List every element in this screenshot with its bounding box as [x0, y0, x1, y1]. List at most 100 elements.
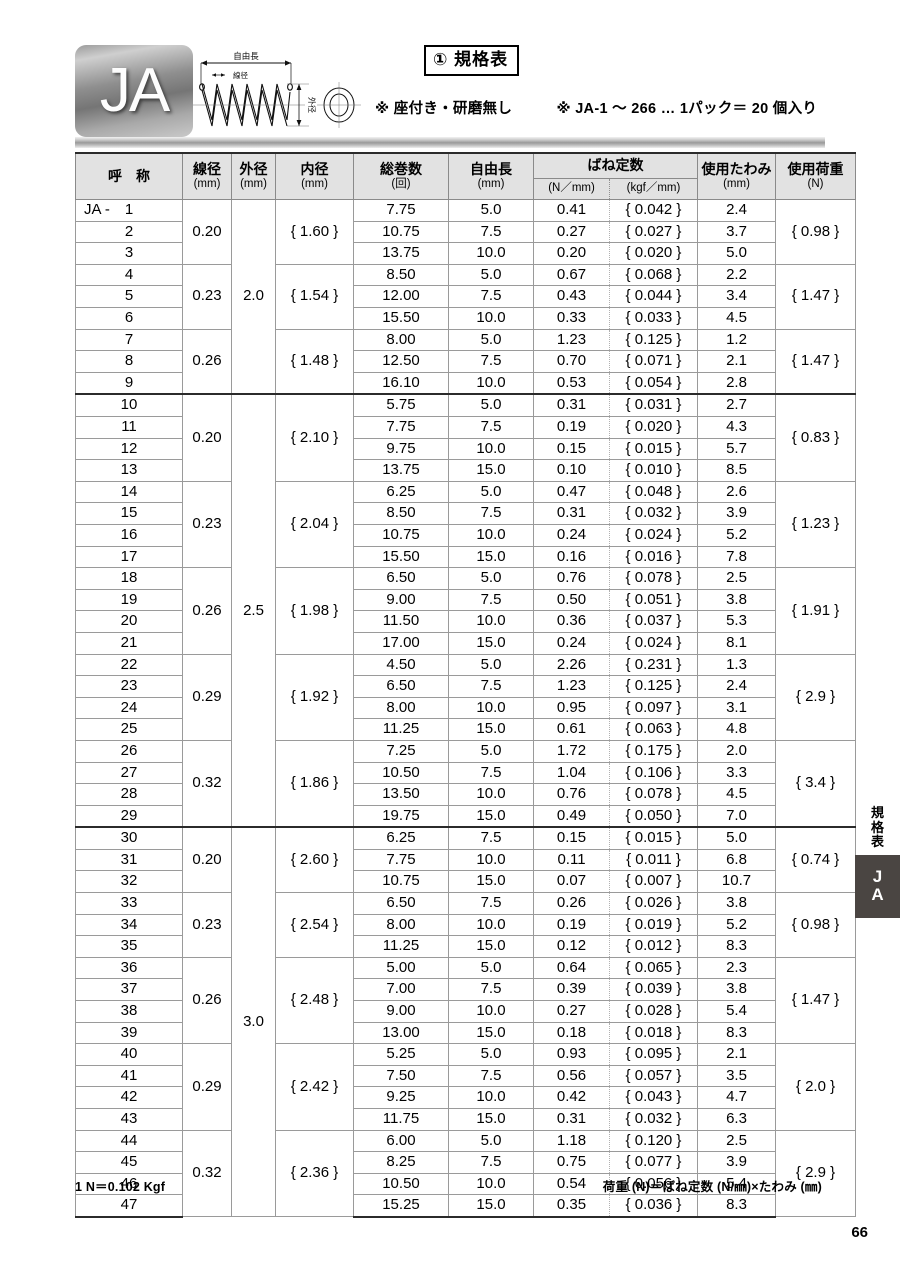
cell-deflection: 5.0 — [697, 826, 776, 850]
table-row: 41 7.50 7.5 0.56{ 0.057 } 3.5 — [75, 1064, 856, 1088]
table-row: 46 10.50 10.0 0.54{ 0.056 } 5.4 — [75, 1172, 856, 1196]
cell-deflection: 8.3 — [697, 1194, 776, 1218]
cell-spring-constant-n: 0.61 — [533, 718, 610, 741]
cell-total-coils: 8.00 — [353, 328, 449, 352]
cell-spring-constant-n: 1.23 — [533, 675, 610, 698]
table-row: 4 0.23 { 1.54 } 8.50 5.0 0.67{ 0.068 } 2.2{ 1.… — [75, 263, 856, 330]
cell-deflection: 7.8 — [697, 545, 776, 569]
cell-designation: 8 — [75, 350, 183, 373]
cell-designation: 11 — [75, 416, 183, 439]
table-row: 24 8.00 10.0 0.95{ 0.097 } 3.1 — [75, 696, 856, 720]
cell-deflection: 5.4 — [697, 1172, 776, 1196]
table-row: 37 7.00 7.5 0.39{ 0.039 } 3.8 — [75, 978, 856, 1002]
cell-load: { 2.0 } — [775, 1043, 856, 1131]
cell-wire-diameter: 0.29 — [182, 1043, 232, 1131]
cell-spring-constant-n: 0.50 — [533, 588, 610, 612]
cell-designation: 4 — [75, 263, 183, 287]
cell-load: { 0.83 } — [775, 393, 856, 482]
cell-spring-constant-kgf: { 0.036 } — [609, 1194, 698, 1218]
cell-total-coils: 12.50 — [353, 350, 449, 373]
cell-spring-constant-kgf: { 0.125 } — [609, 675, 698, 698]
cell-load: { 1.91 } — [775, 567, 856, 655]
note-pack-quantity: ※ JA-1 ～ 266 … 1パック＝ 20 個入り — [556, 101, 818, 117]
cell-spring-constant-kgf: { 0.032 } — [609, 502, 698, 525]
table-row: 30 0.20 3.0{ 2.60 } 6.25 7.5 0.15{ 0.015 } 5.0… — [75, 826, 856, 1218]
cell-deflection: 6.3 — [697, 1108, 776, 1131]
cell-spring-constant-n: 0.27 — [533, 220, 610, 244]
cell-spring-constant-kgf: { 0.026 } — [609, 892, 698, 915]
cell-total-coils: 10.50 — [353, 761, 449, 785]
cell-spring-constant-kgf: { 0.020 } — [609, 416, 698, 439]
cell-load: { 1.47 } — [775, 263, 856, 330]
cell-free-length: 10.0 — [448, 610, 534, 633]
cell-deflection: 8.3 — [697, 935, 776, 958]
cell-designation: 10 — [75, 393, 183, 418]
cell-spring-constant-kgf: { 0.024 } — [609, 631, 698, 655]
cell-outer-diameter: 2.0 — [231, 199, 276, 395]
cell-deflection: 5.2 — [697, 913, 776, 937]
cell-spring-constant-n: 0.43 — [533, 285, 610, 309]
cell-deflection: 8.5 — [697, 459, 776, 482]
table-header: 呼 称 線径 (mm) 外径 (mm) 内径 (mm) 総巻数 (回) 自由長 … — [75, 151, 856, 201]
cell-spring-constant-n: 0.31 — [533, 393, 610, 418]
cell-load: { 0.74 } — [775, 826, 856, 894]
cell-deflection: 2.4 — [697, 199, 776, 222]
cell-deflection: 5.0 — [697, 242, 776, 265]
cell-designation: 37 — [75, 978, 183, 1002]
cell-spring-constant-kgf: { 0.063 } — [609, 718, 698, 741]
col-header-name: 呼 称 — [75, 152, 183, 201]
cell-deflection: 4.7 — [697, 1086, 776, 1110]
cell-deflection: 5.7 — [697, 437, 776, 461]
cell-total-coils: 15.50 — [353, 545, 449, 569]
table-row: 40 0.29 { 2.42 } 5.25 5.0 0.93{ 0.095 } 2.1{ 2… — [75, 1043, 856, 1131]
cell-deflection: 3.7 — [697, 220, 776, 244]
cell-deflection: 2.0 — [697, 739, 776, 763]
cell-spring-constant-kgf: { 0.051 } — [609, 588, 698, 612]
table-row: 2 10.75 7.5 0.27{ 0.027 } 3.7 — [75, 220, 856, 244]
cell-deflection: 2.3 — [697, 956, 776, 980]
table-row: 33 0.23{ 2.54 } 6.50 7.5 0.26{ 0.026 } 3.8{ 0… — [75, 892, 856, 958]
table-row: 7 0.26 { 1.48 } 8.00 5.0 1.23{ 0.125 } 1.2{ 1.… — [75, 328, 856, 395]
cell-total-coils: 7.25 — [353, 739, 449, 763]
cell-spring-constant-kgf: { 0.020 } — [609, 242, 698, 265]
header-notes: ※ 座付き・研磨無し ※ JA-1 ～ 266 … 1パック＝ 20 個入り — [375, 97, 825, 118]
cell-inner-diameter: { 1.86 } — [275, 739, 354, 828]
cell-free-length: 10.0 — [448, 307, 534, 330]
cell-spring-constant-kgf: { 0.028 } — [609, 1000, 698, 1023]
cell-deflection: 1.2 — [697, 328, 776, 352]
cell-total-coils: 11.25 — [353, 935, 449, 958]
cell-free-length: 10.0 — [448, 523, 534, 547]
table-row: 13 13.75 15.0 0.10{ 0.010 } 8.5 — [75, 459, 856, 482]
cell-spring-constant-kgf: { 0.039 } — [609, 978, 698, 1002]
cell-spring-constant-kgf: { 0.024 } — [609, 523, 698, 547]
cell-deflection: 3.4 — [697, 285, 776, 309]
cell-spring-constant-n: 0.70 — [533, 350, 610, 373]
cell-deflection: 2.6 — [697, 480, 776, 504]
cell-free-length: 15.0 — [448, 631, 534, 655]
cell-spring-constant-kgf: { 0.095 } — [609, 1043, 698, 1066]
cell-free-length: 7.5 — [448, 285, 534, 309]
cell-total-coils: 6.50 — [353, 675, 449, 698]
table-row: 34 8.00 10.0 0.19{ 0.019 } 5.2 — [75, 913, 856, 937]
table-row: 15 8.50 7.5 0.31{ 0.032 } 3.9 — [75, 502, 856, 525]
cell-spring-constant-kgf: { 0.078 } — [609, 783, 698, 806]
cell-deflection: 6.8 — [697, 848, 776, 872]
col-header-inner-dia: 内径 (mm) — [275, 152, 354, 201]
cell-designation: 27 — [75, 761, 183, 785]
cell-wire-diameter: 0.32 — [182, 1129, 232, 1218]
cell-deflection: 4.5 — [697, 307, 776, 330]
cell-designation: 25 — [75, 718, 183, 741]
cell-designation: 21 — [75, 631, 183, 655]
col-header-deflection: 使用たわみ (mm) — [697, 152, 776, 201]
cell-load: { 2.9 } — [775, 1129, 856, 1218]
cell-spring-constant-n: 1.18 — [533, 1129, 610, 1153]
cell-deflection: 7.0 — [697, 804, 776, 828]
cell-spring-constant-n: 0.26 — [533, 892, 610, 915]
free-length-label: 自由長 — [233, 51, 259, 61]
cell-load: { 1.47 } — [775, 956, 856, 1045]
cell-designation: 24 — [75, 696, 183, 720]
cell-designation: 3 — [75, 242, 183, 265]
cell-spring-constant-kgf: { 0.007 } — [609, 870, 698, 894]
cell-spring-constant-kgf: { 0.018 } — [609, 1021, 698, 1045]
